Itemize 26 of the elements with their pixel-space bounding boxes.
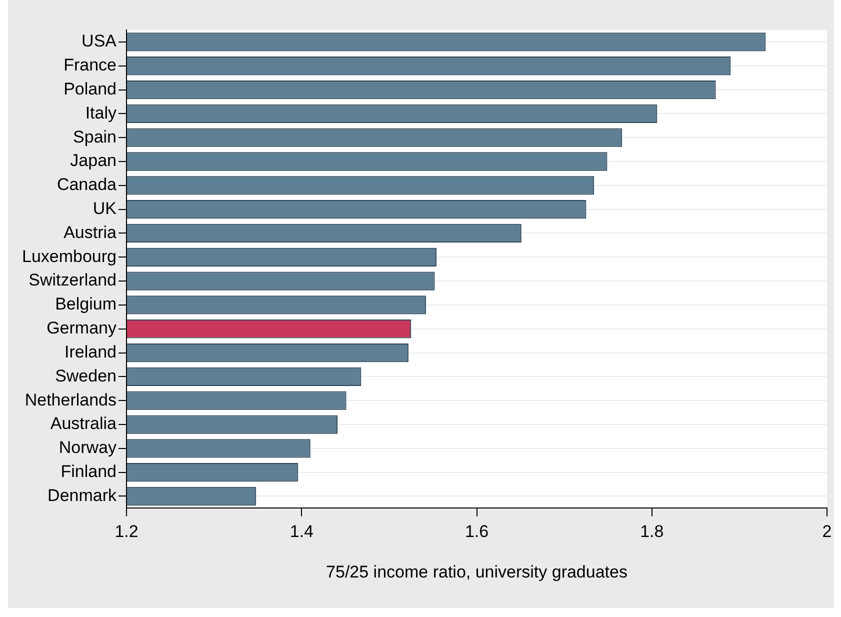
y-tick-label: Ireland [64,342,117,362]
y-tick-label: Germany [46,318,117,338]
y-tick-label: Finland [60,462,117,482]
y-tick-label: Norway [58,438,118,458]
y-tick-label: Luxembourg [22,246,117,266]
y-tick-label: Belgium [55,294,117,314]
y-tick-label: USA [82,32,118,51]
y-tick-label: Denmark [48,486,117,505]
x-axis-title: 75/25 income ratio, university graduates [326,562,628,582]
y-tick-label: Sweden [55,366,117,386]
y-tick-label: Spain [73,127,117,146]
x-tick-label: 1.2 [114,522,138,542]
y-tick-label: France [64,56,117,75]
y-tick-label: Poland [64,79,117,98]
y-tick-label: Netherlands [24,390,117,410]
x-tick-label: 1.4 [290,522,314,542]
y-tick-label: Switzerland [28,270,117,290]
x-tick-label: 2 [822,522,832,542]
y-tick-label: Italy [85,103,117,122]
y-tick-label: Canada [56,175,118,194]
x-tick-label: 1.8 [640,522,664,542]
y-tick-label: UK [92,199,118,218]
y-tick-label: Japan [70,151,117,170]
y-tick-label: Austria [64,222,118,242]
x-tick-label: 1.6 [464,522,489,542]
y-tick-label: Australia [50,414,118,434]
